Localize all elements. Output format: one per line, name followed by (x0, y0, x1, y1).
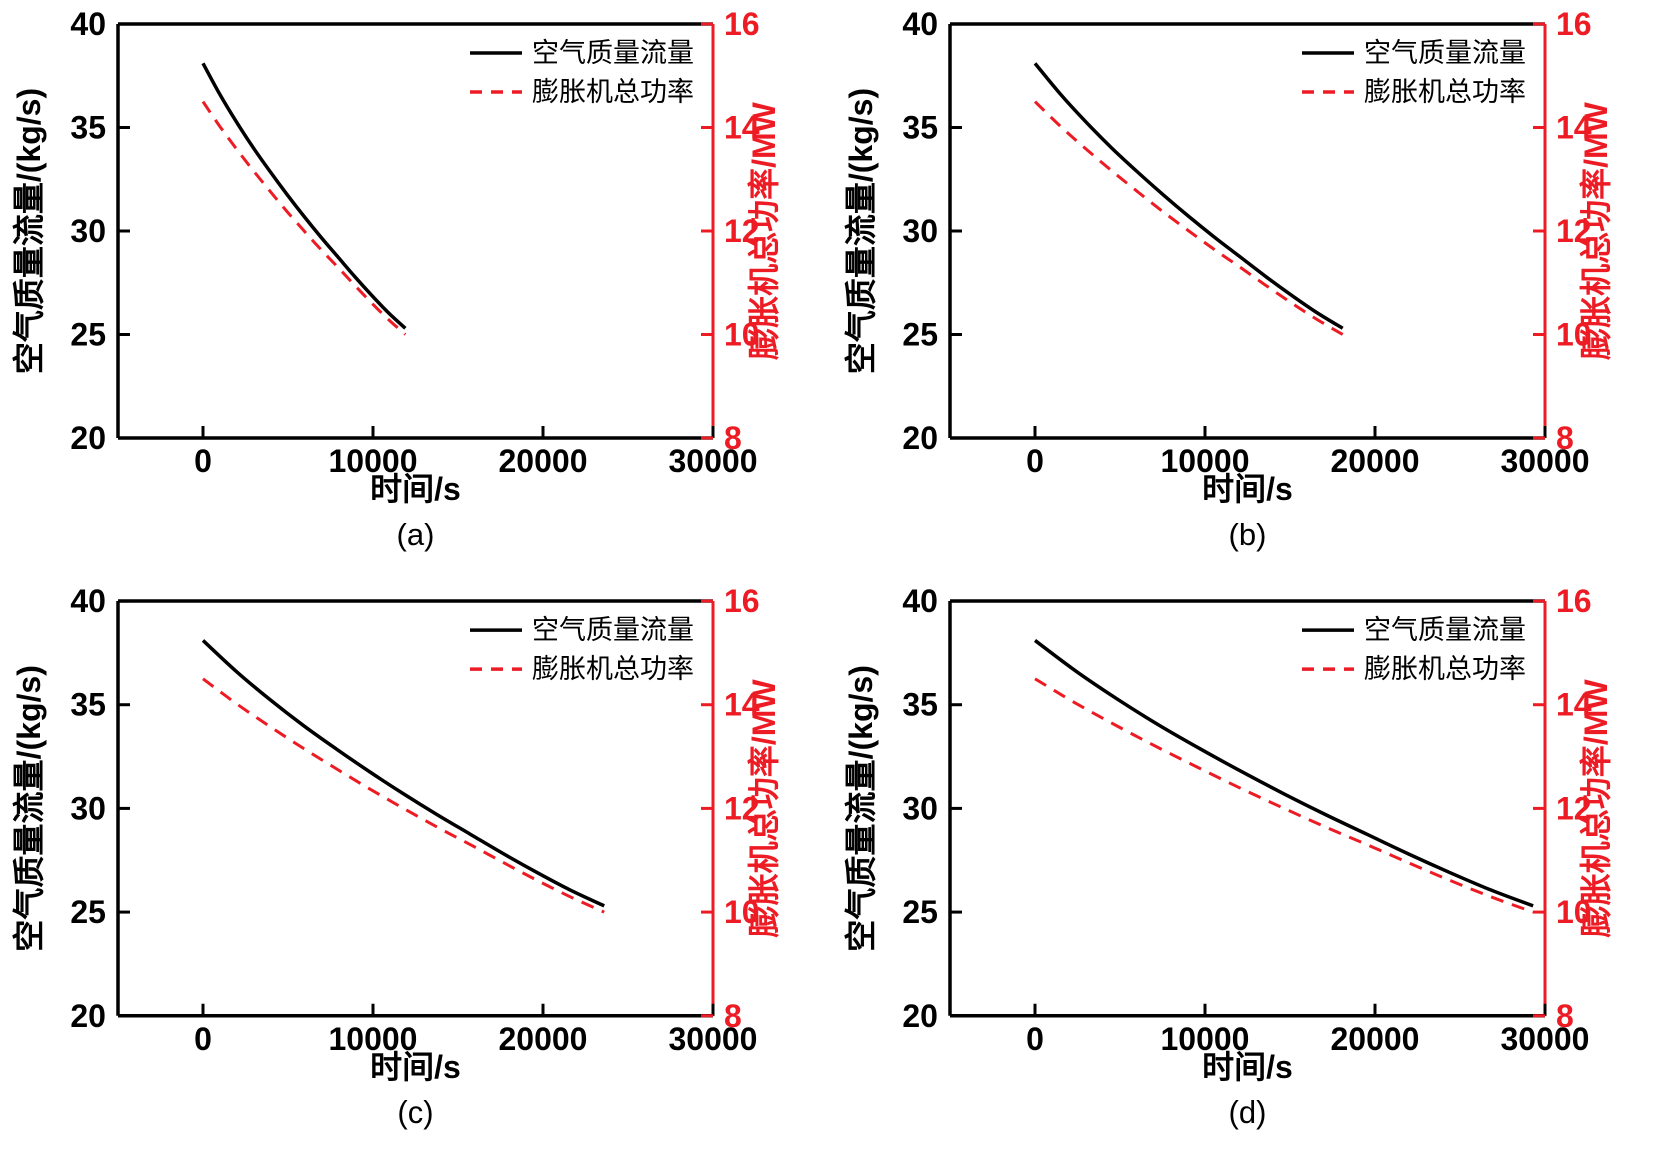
y-left-tick-label: 40 (902, 583, 938, 619)
x-tick-label: 30000 (1501, 443, 1590, 479)
x-tick-label: 20000 (499, 1021, 588, 1057)
panel-caption: (c) (397, 1095, 433, 1130)
x-tick-label: 20000 (1331, 443, 1420, 479)
y-left-tick-label: 25 (902, 317, 938, 353)
y-left-axis-title: 空气质量流量/(kg/s) (11, 665, 47, 952)
y-left-tick-label: 30 (902, 790, 938, 826)
y-right-tick-label: 16 (1556, 583, 1592, 619)
y-left-tick-label: 35 (70, 110, 106, 146)
y-right-tick-label: 8 (724, 998, 742, 1034)
power-series-line (1034, 677, 1534, 914)
y-left-tick-label: 30 (70, 790, 106, 826)
y-right-tick-label: 10 (1556, 317, 1592, 353)
y-left-tick-label: 20 (902, 998, 938, 1034)
y-left-tick-label: 40 (70, 583, 106, 619)
panel-caption: (d) (1229, 1095, 1267, 1130)
y-right-tick-label: 12 (1556, 790, 1592, 826)
legend-label: 膨胀机总功率 (532, 77, 694, 107)
y-left-tick-label: 25 (70, 894, 106, 930)
y-right-tick-label: 12 (1556, 213, 1592, 249)
legend-label: 膨胀机总功率 (532, 654, 694, 684)
y-right-axis-title: 膨胀机总功率/MW (1578, 101, 1614, 360)
x-axis-title: 时间/s (370, 1049, 461, 1085)
y-right-tick-label: 16 (724, 6, 760, 42)
x-tick-label: 30000 (669, 1021, 758, 1057)
y-right-tick-label: 14 (724, 687, 760, 723)
y-left-tick-label: 35 (902, 110, 938, 146)
y-right-tick-label: 14 (1556, 687, 1592, 723)
x-tick-label: 0 (194, 443, 212, 479)
flow-series-line (1033, 62, 1344, 330)
y-right-tick-label: 8 (1556, 998, 1574, 1034)
flow-series-line (201, 62, 407, 330)
x-tick-label: 0 (1026, 443, 1044, 479)
x-tick-label: 20000 (1331, 1021, 1420, 1057)
x-tick-label: 0 (1026, 1021, 1044, 1057)
x-tick-label: 10000 (1161, 1021, 1250, 1057)
legend-label: 空气质量流量 (1364, 38, 1526, 68)
y-left-axis-title: 空气质量流量/(kg/s) (843, 665, 879, 952)
y-right-axis-title: 膨胀机总功率/MW (746, 101, 782, 360)
panel-d: 0 10000 20000 30000 20 25 30 35 40 8 10 12 14 16 空气质量流… (832, 577, 1664, 1155)
chart-c: 0 10000 20000 30000 20 25 30 35 40 8 10 12 14 16 空气质量流… (11, 583, 782, 1130)
y-left-tick-label: 30 (902, 213, 938, 249)
y-left-tick-label: 25 (902, 894, 938, 930)
y-right-tick-label: 12 (724, 790, 760, 826)
chart-d: 0 10000 20000 30000 20 25 30 35 40 8 10 12 14 16 空气质量流… (843, 583, 1614, 1130)
y-left-axis-title: 空气质量流量/(kg/s) (11, 88, 47, 374)
y-right-axis-title: 膨胀机总功率/MW (1578, 679, 1614, 938)
legend-label: 空气质量流量 (532, 615, 694, 645)
flow-series-line (1033, 639, 1534, 908)
y-right-tick-label: 14 (724, 110, 760, 146)
x-axis-title: 时间/s (1202, 1049, 1293, 1085)
y-right-tick-label: 8 (1556, 420, 1574, 456)
power-series-line (201, 100, 407, 336)
legend-label: 空气质量流量 (532, 38, 694, 68)
panel-c: 0 10000 20000 30000 20 25 30 35 40 8 10 12 14 16 空气质量流… (0, 577, 832, 1155)
panel-b: 0 10000 20000 30000 20 25 30 35 40 8 10 12 14 16 空气质量流… (832, 0, 1664, 577)
legend-label: 膨胀机总功率 (1364, 77, 1526, 107)
x-axis-title: 时间/s (1202, 471, 1293, 507)
y-left-tick-label: 20 (70, 420, 106, 456)
legend-label: 膨胀机总功率 (1364, 654, 1526, 684)
panel-caption: (b) (1229, 517, 1267, 552)
legend-label: 空气质量流量 (1364, 615, 1526, 645)
panel-a: 0 10000 20000 30000 20 25 30 35 40 8 10 12 14 16 空气质量流… (0, 0, 832, 577)
x-tick-label: 30000 (669, 443, 758, 479)
y-right-tick-label: 14 (1556, 110, 1592, 146)
y-left-tick-label: 40 (902, 6, 938, 42)
x-tick-label: 10000 (329, 443, 418, 479)
x-tick-label: 20000 (499, 443, 588, 479)
flow-series-line (201, 639, 605, 908)
y-left-tick-label: 20 (902, 420, 938, 456)
y-right-tick-label: 12 (724, 213, 760, 249)
x-tick-label: 30000 (1501, 1021, 1590, 1057)
power-series-line (1033, 100, 1344, 336)
y-right-tick-label: 16 (724, 583, 760, 619)
y-right-axis-title: 膨胀机总功率/MW (746, 679, 782, 938)
chart-a: 0 10000 20000 30000 20 25 30 35 40 8 10 12 14 16 空气质量流… (11, 6, 782, 552)
y-right-tick-label: 10 (1556, 894, 1592, 930)
y-right-tick-label: 8 (724, 420, 742, 456)
y-left-tick-label: 30 (70, 213, 106, 249)
y-right-tick-label: 16 (1556, 6, 1592, 42)
y-left-tick-label: 20 (70, 998, 106, 1034)
y-left-tick-label: 25 (70, 317, 106, 353)
y-left-axis-title: 空气质量流量/(kg/s) (843, 88, 879, 374)
chart-b: 0 10000 20000 30000 20 25 30 35 40 8 10 12 14 16 空气质量流… (843, 6, 1614, 552)
y-right-tick-label: 10 (724, 317, 760, 353)
y-left-tick-label: 35 (902, 687, 938, 723)
y-right-tick-label: 10 (724, 894, 760, 930)
y-left-tick-label: 40 (70, 6, 106, 42)
panel-caption: (a) (397, 517, 435, 552)
x-tick-label: 0 (194, 1021, 212, 1057)
y-left-tick-label: 35 (70, 687, 106, 723)
x-tick-label: 10000 (329, 1021, 418, 1057)
x-tick-label: 10000 (1161, 443, 1250, 479)
x-axis-title: 时间/s (370, 471, 461, 507)
